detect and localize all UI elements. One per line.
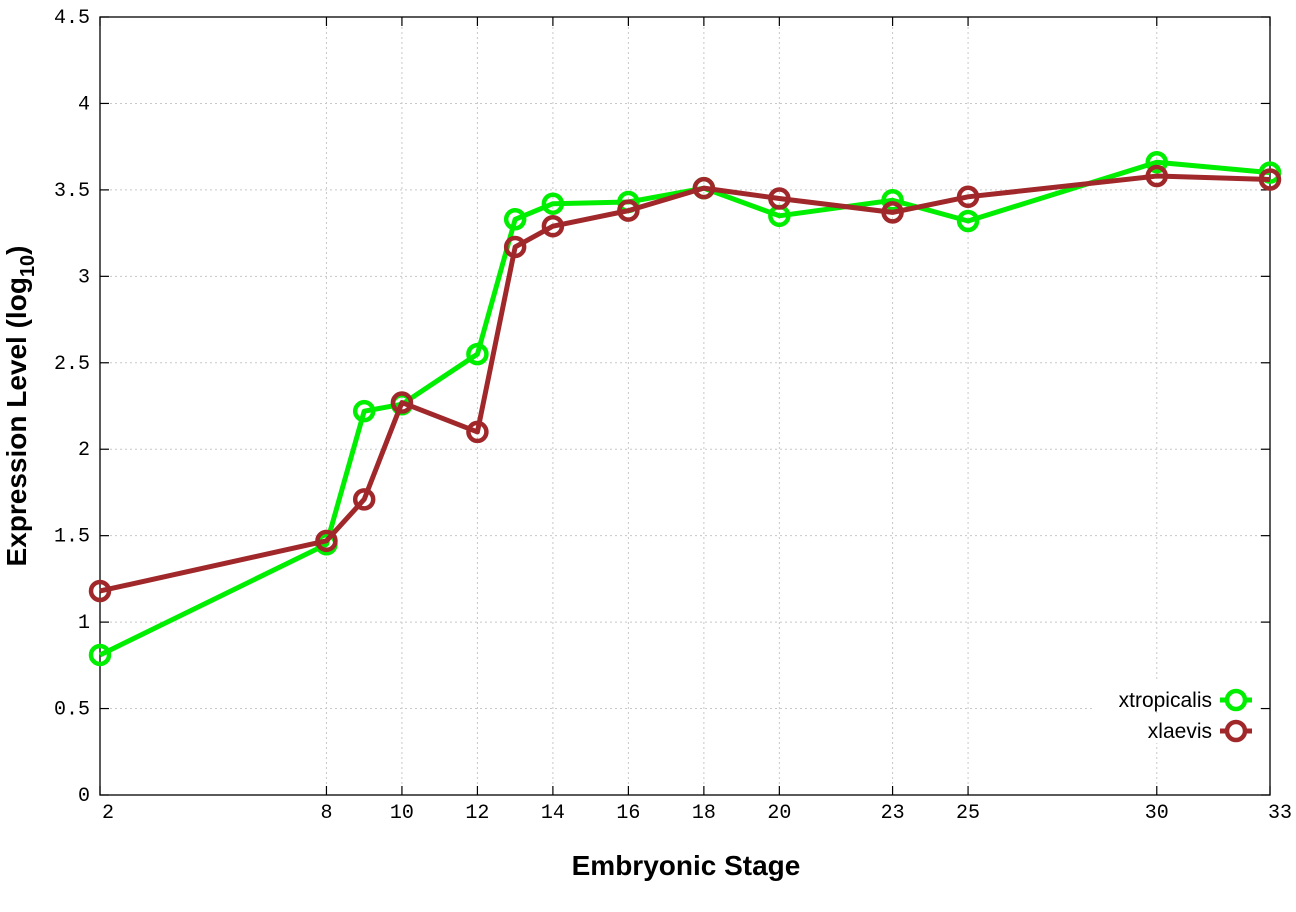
y-tick-label: 1 <box>78 612 90 635</box>
data-point-xtropicalis <box>956 209 980 233</box>
x-tick-label: 30 <box>1145 802 1169 825</box>
data-point-xlaevis <box>352 488 376 511</box>
y-tick-label: 3.5 <box>54 180 90 203</box>
x-tick-label: 16 <box>616 802 640 825</box>
x-tick-label: 20 <box>767 802 791 825</box>
y-tick-label: 0 <box>78 785 90 808</box>
x-tick-label: 14 <box>541 802 565 825</box>
data-point-xtropicalis <box>881 189 904 212</box>
data-point-xtropicalis <box>88 643 112 667</box>
y-axis-title-subscript: 10 <box>17 255 39 277</box>
plot-frame <box>99 16 1271 796</box>
y-tick-label: 4 <box>78 93 90 116</box>
data-point-xlaevis <box>881 201 904 224</box>
data-point-xtropicalis <box>503 208 527 231</box>
series-line-xlaevis <box>99 173 1271 594</box>
x-tick-label: 8 <box>320 802 332 825</box>
data-point-xlaevis <box>88 579 112 603</box>
data-point-xlaevis <box>692 176 716 200</box>
y-tick-label: 3 <box>78 266 90 289</box>
y-axis-title-main: Expression Level (log <box>1 277 32 566</box>
y-tick-label: 2.5 <box>54 353 90 376</box>
legend-marker-xtropicalis <box>1224 688 1248 712</box>
legend: xtropicalis xlaevis <box>1094 682 1260 743</box>
legend-label-xtropicalis: xtropicalis <box>1119 689 1212 712</box>
data-point-xlaevis <box>541 214 565 238</box>
x-tick-label: 23 <box>881 802 905 825</box>
data-point-xtropicalis <box>466 342 489 366</box>
data-point-xtropicalis <box>541 192 565 215</box>
series-line-xtropicalis <box>98 159 1271 658</box>
data-point-xlaevis <box>390 391 414 414</box>
y-axis-title-end: ) <box>1 246 32 255</box>
x-tick-label: 25 <box>956 802 980 825</box>
x-tick-label: 18 <box>692 802 716 825</box>
data-point-xlaevis <box>466 420 489 444</box>
series-layer <box>88 150 1282 667</box>
data-point-xlaevis <box>617 199 640 222</box>
y-tick-label: 2 <box>78 439 90 462</box>
legend-label-xlaevis: xlaevis <box>1148 720 1212 743</box>
x-tick-label: 10 <box>390 802 414 825</box>
y-tick-label: 1.5 <box>54 526 90 549</box>
x-tick-label: 12 <box>465 802 489 825</box>
y-tick-label: 4.5 <box>54 7 90 30</box>
data-point-xlaevis <box>503 235 527 259</box>
grid-layer <box>100 17 1270 795</box>
x-axis-title: Embryonic Stage <box>572 850 801 881</box>
data-point-xtropicalis <box>1258 161 1282 184</box>
x-tick-label: 33 <box>1268 802 1292 825</box>
y-axis-title: Expression Level (log10) <box>1 246 39 567</box>
data-point-xlaevis <box>315 529 338 553</box>
data-point-xlaevis <box>1258 168 1282 191</box>
y-tick-label: 0.5 <box>54 699 90 722</box>
axis-layer: 0 0.5 1 1.5 2 2.5 3 3.5 4 4.5 2 8 10 12 14 16 18 20 23 25 30… <box>54 7 1292 825</box>
x-tick-label: 2 <box>102 802 114 825</box>
legend-marker-xlaevis <box>1224 719 1248 743</box>
data-point-xtropicalis <box>352 399 376 423</box>
data-point-xtropicalis <box>1145 150 1169 174</box>
data-point-xlaevis <box>956 185 980 209</box>
data-point-xlaevis <box>1145 164 1169 188</box>
data-point-xlaevis <box>768 187 791 210</box>
